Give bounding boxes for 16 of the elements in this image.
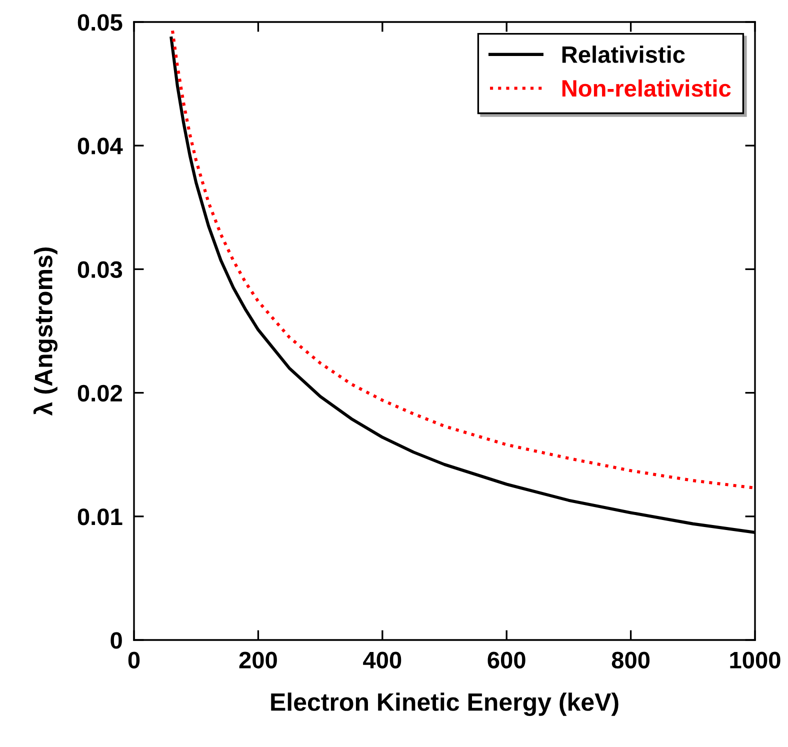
y-tick-label: 0 [110, 632, 122, 649]
y-tick-label: 0.02 [78, 384, 122, 402]
y-axis-title: λ (Angstroms) [33, 248, 58, 416]
x-tick-label: 1000 [730, 652, 780, 668]
y-tick-label: 0.04 [78, 138, 123, 154]
x-tick-label: 800 [612, 652, 650, 668]
x-tick-label: 200 [239, 652, 277, 668]
x-tick-label: 0 [128, 652, 140, 668]
y-tick-label: 0.01 [78, 508, 122, 526]
legend-label: Non-relativistic [562, 79, 731, 97]
x-axis-title: Electron Kinetic Energy (keV) [271, 692, 618, 716]
x-tick-label: 400 [363, 652, 402, 668]
legend-label: Relativistic [562, 46, 685, 63]
x-tick-label: 600 [488, 652, 526, 668]
y-tick-label: 0.03 [78, 261, 122, 278]
y-tick-label: 0.05 [78, 14, 122, 31]
